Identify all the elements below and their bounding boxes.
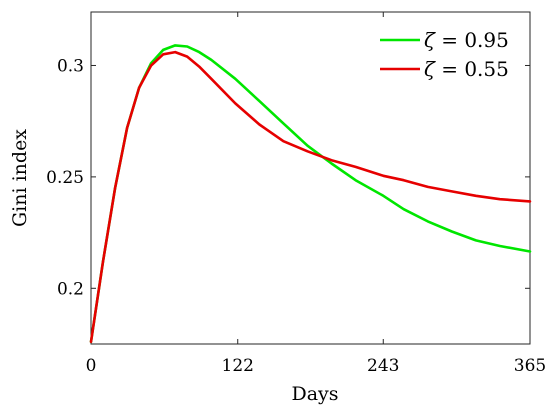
x-tick-label: 122	[222, 356, 254, 376]
series-line-2	[89, 50, 532, 344]
legend-symbol: ζ	[424, 28, 436, 52]
x-axis-label: Days	[291, 383, 338, 405]
y-tick-label: 0.25	[46, 168, 84, 188]
series-group	[89, 44, 532, 344]
x-tick-label: 365	[514, 356, 546, 376]
axes: 0 122 243 365 0.2 0.25 0.3	[46, 11, 546, 376]
y-tick-label: 0.3	[57, 56, 84, 76]
x-tick-label: 0	[86, 356, 97, 376]
legend-value: = 0.95	[435, 28, 509, 52]
legend-label-1: ζ = 0.95	[424, 28, 509, 52]
legend-label-2: ζ = 0.55	[424, 57, 509, 81]
x-tick-label: 243	[367, 356, 399, 376]
legend-symbol: ζ	[424, 57, 436, 81]
y-tick-label: 0.2	[57, 279, 84, 299]
legend: ζ = 0.95ζ = 0.55	[380, 28, 509, 81]
plot-frame	[90, 11, 531, 345]
legend-value: = 0.55	[435, 57, 509, 81]
y-axis-label: Gini index	[9, 129, 31, 227]
